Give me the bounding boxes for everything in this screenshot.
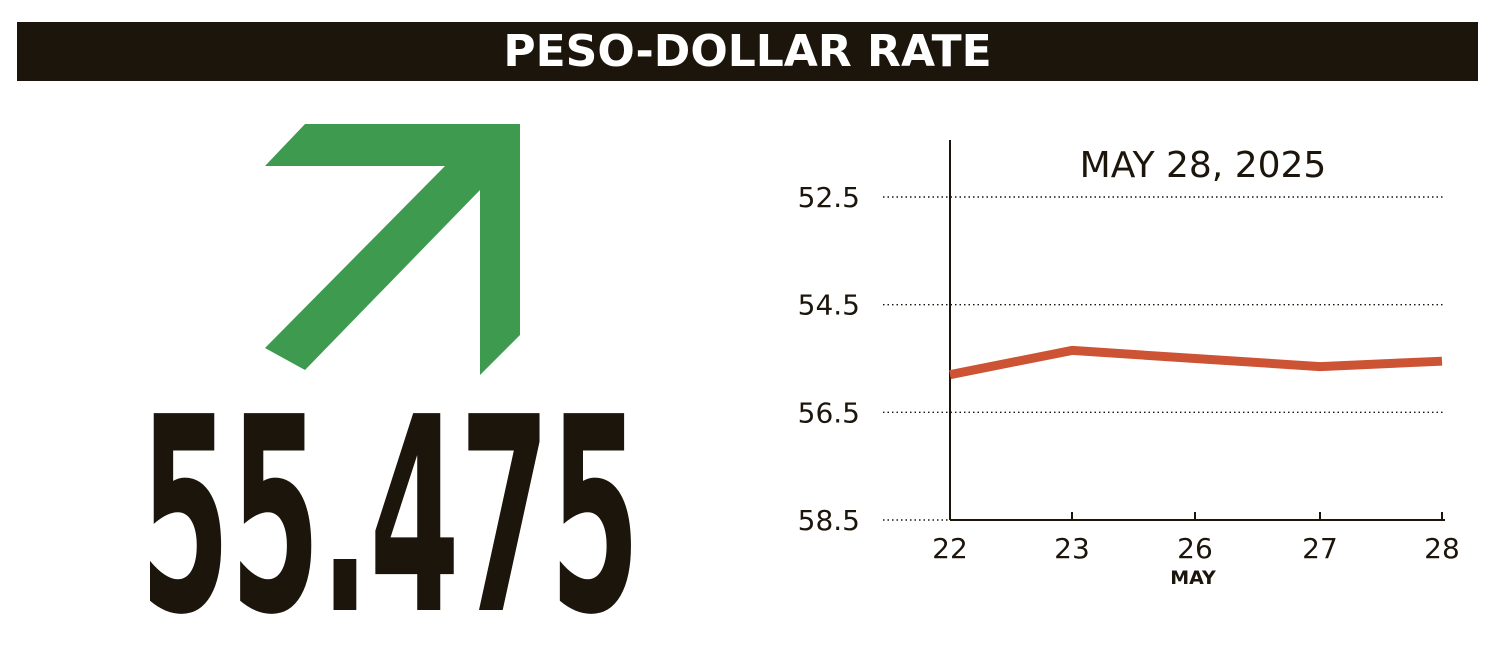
y-tick-label: 52.5 [798,181,860,214]
arrow-up-right-icon [265,124,520,375]
rate-number: 55.475 [140,359,640,667]
x-axis-label: MAY [1170,567,1216,589]
y-tick-label: 56.5 [798,396,860,429]
rate-value: 55.475 [140,359,640,667]
line-chart: 52.5 54.5 56.5 58.5 22 23 26 27 28 MAY MAY 28, 202… [798,140,1460,589]
arrow-up-right-shape [265,124,520,375]
x-tick-label: 27 [1302,532,1338,565]
chart-date-title: MAY 28, 2025 [1080,145,1327,186]
series-line [949,345,1443,380]
x-tick-label: 23 [1054,532,1090,565]
y-tick-label: 58.5 [798,504,860,537]
chart-title: PESO-DOLLAR RATE [503,25,992,77]
x-tick-label: 22 [932,532,968,565]
x-tick-label: 26 [1177,532,1213,565]
x-tick-label: 28 [1424,532,1460,565]
header-banner: PESO-DOLLAR RATE [17,22,1478,81]
y-tick-label: 54.5 [798,289,860,322]
